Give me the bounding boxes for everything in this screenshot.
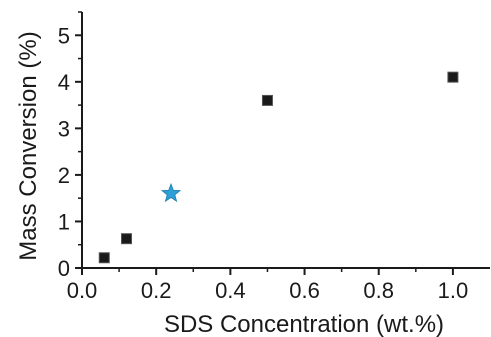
x-tick-label: 0.2	[141, 278, 172, 303]
y-tick-label: 0	[58, 256, 70, 281]
x-axis-label: SDS Concentration (wt.%)	[164, 311, 444, 337]
square-data-point	[121, 233, 133, 245]
star-data-point	[160, 182, 182, 203]
y-tick-label: 1	[58, 209, 70, 234]
square-data-point	[98, 252, 110, 264]
square-data-point	[261, 94, 273, 106]
y-ticks: 0 1 2 3 4 5	[58, 11, 82, 281]
x-ticks: 0.0 0.2 0.4 0.6 0.8 1.0	[67, 268, 469, 303]
x-tick-label: 1.0	[438, 278, 469, 303]
x-tick-label: 0.0	[67, 278, 98, 303]
square-data-point	[447, 71, 459, 83]
y-tick-label: 2	[58, 163, 70, 188]
data-points	[98, 71, 459, 264]
x-tick-label: 0.6	[289, 278, 320, 303]
x-tick-label: 0.8	[363, 278, 394, 303]
y-tick-label: 4	[58, 70, 70, 95]
x-tick-label: 0.4	[215, 278, 246, 303]
y-axis-label: Mass Conversion (%)	[15, 31, 42, 260]
y-tick-label: 3	[58, 116, 70, 141]
y-tick-label: 5	[58, 23, 70, 48]
